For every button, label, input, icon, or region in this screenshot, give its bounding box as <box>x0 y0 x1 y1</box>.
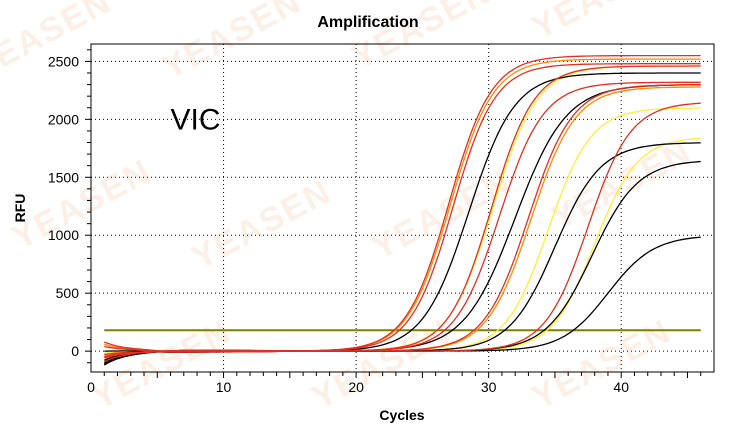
y-tick-label: 1500 <box>48 169 79 185</box>
plot-area <box>90 43 715 373</box>
watermark-text: YEASEN <box>86 312 238 417</box>
x-tick-label: 40 <box>613 379 629 395</box>
y-tick-label: 1000 <box>48 227 79 243</box>
watermark-text: YEASEN <box>306 312 458 417</box>
x-axis-title: Cycles <box>379 407 424 423</box>
axis-ticks <box>85 49 702 378</box>
x-tick-label: 20 <box>348 379 364 395</box>
chart-title: Amplification <box>317 14 418 31</box>
channel-annotation: VIC <box>171 103 221 136</box>
amplification-curve <box>104 102 701 363</box>
y-tick-label: 2500 <box>48 53 79 69</box>
y-tick-label: 0 <box>71 343 79 359</box>
y-tick-label: 2000 <box>48 111 79 127</box>
watermark-text: YEASEN <box>346 0 498 77</box>
amplification-curve <box>104 81 701 356</box>
x-tick-label: 10 <box>216 379 232 395</box>
watermark-text: YEASEN <box>366 162 518 267</box>
tick-labels: 0 10 20 30 40 0 500 1000 1500 2000 2500 <box>48 53 629 395</box>
amplification-curve <box>104 84 701 359</box>
watermark-text: YEASEN <box>186 172 338 277</box>
watermark-text: YEASEN <box>526 0 678 47</box>
grid-lines <box>91 44 714 372</box>
watermark-text: YEASEN <box>6 152 158 257</box>
x-tick-label: 30 <box>481 379 497 395</box>
amplification-curves <box>103 54 701 366</box>
y-tick-label: 500 <box>56 285 80 301</box>
x-tick-label: 0 <box>87 379 95 395</box>
y-axis-title: RFU <box>12 194 28 223</box>
